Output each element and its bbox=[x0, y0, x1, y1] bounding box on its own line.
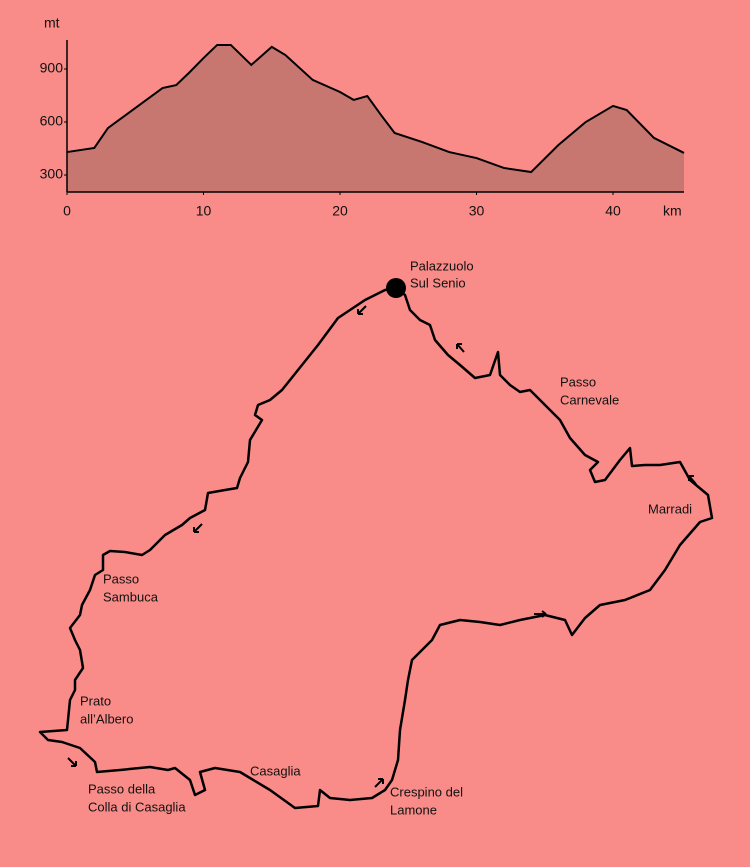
place-label: Sul Senio bbox=[410, 275, 466, 290]
x-axis-label: km bbox=[663, 203, 682, 219]
arrow bbox=[688, 475, 697, 485]
place-label: Casaglia bbox=[250, 763, 301, 778]
place-label: Palazzuolo bbox=[410, 258, 474, 273]
arrow bbox=[67, 757, 77, 767]
x-tick-label: 30 bbox=[469, 203, 485, 219]
x-tick-label: 20 bbox=[332, 203, 348, 219]
place-label: Prato bbox=[80, 693, 111, 708]
y-tick-label: 600 bbox=[40, 113, 64, 129]
place-label: Passo della bbox=[88, 781, 156, 796]
place-label: Crespino del bbox=[390, 784, 463, 799]
arrow bbox=[534, 610, 547, 618]
x-tick-label: 10 bbox=[196, 203, 212, 219]
place-label: Marradi bbox=[648, 501, 692, 516]
elevation-line bbox=[66, 43, 685, 174]
arrow bbox=[193, 523, 203, 533]
start-point bbox=[386, 278, 406, 298]
place-label: Carnevale bbox=[560, 392, 619, 407]
y-tick-label: 900 bbox=[40, 60, 64, 76]
place-label: Passo bbox=[103, 571, 139, 586]
place-label: Colla di Casaglia bbox=[88, 799, 186, 814]
x-tick-label: 0 bbox=[63, 203, 71, 219]
direction-arrows bbox=[67, 305, 697, 788]
y-axis-label: mt bbox=[44, 15, 60, 31]
arrow bbox=[374, 778, 384, 788]
area-fill bbox=[67, 44, 684, 192]
route bbox=[38, 286, 714, 810]
place-label: Sambuca bbox=[103, 589, 159, 604]
place-label: Passo bbox=[560, 374, 596, 389]
arrow bbox=[456, 343, 465, 353]
place-label: Lamone bbox=[390, 802, 437, 817]
arrow bbox=[357, 305, 367, 315]
place-label: all’Albero bbox=[80, 711, 133, 726]
route-map: Palazzuolo Sul Senio Passo Carnevale Mar… bbox=[38, 258, 714, 817]
x-tick-label: 40 bbox=[605, 203, 621, 219]
y-tick-label: 300 bbox=[40, 166, 64, 182]
